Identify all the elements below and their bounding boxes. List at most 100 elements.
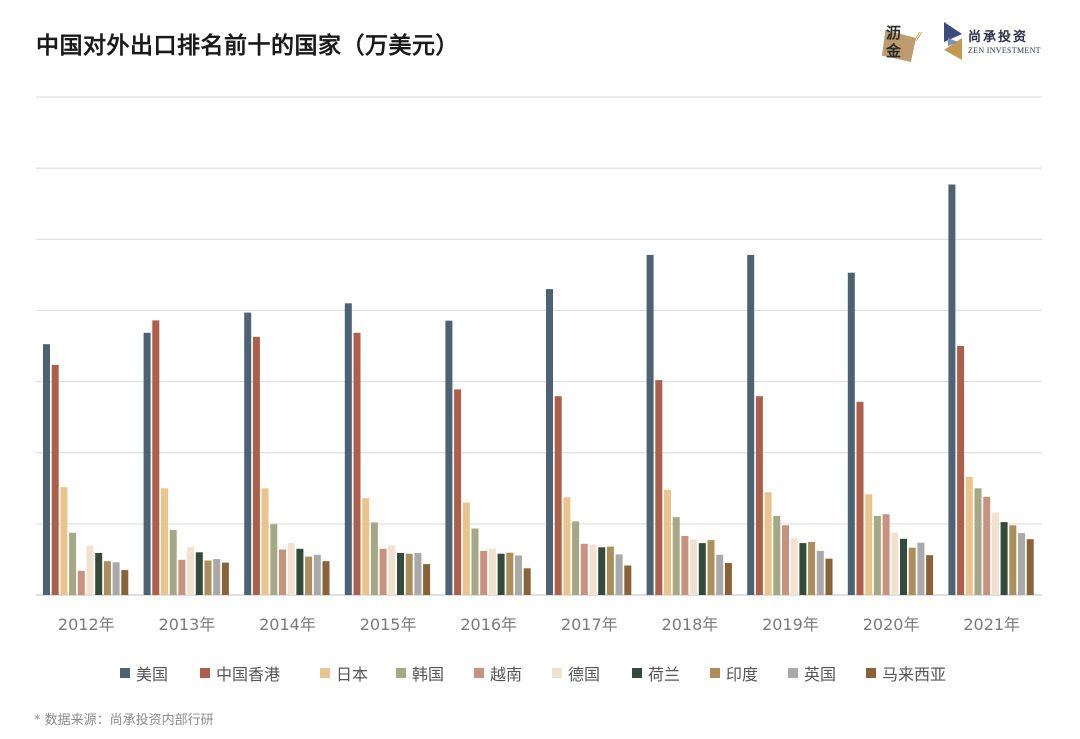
legend-swatch [866,668,876,678]
bar-2021年-韩国 [974,488,982,595]
lijin-logo-rays: ⁄⁄ [916,30,921,44]
legend-item: 越南 [474,662,522,684]
bar-2018年-马来西亚 [724,563,732,595]
bar-2014年-德国 [287,543,295,595]
bar-2013年-韩国 [169,529,177,595]
bar-2020年-德国 [891,532,899,595]
bar-2019年-荷兰 [799,543,807,595]
bar-2015年-英国 [414,553,422,595]
bar-2013年-印度 [204,560,212,595]
legend-item: 马来西亚 [866,662,946,684]
bar-2019年-韩国 [773,516,781,595]
bar-2015年-日本 [362,498,370,595]
legend-label: 英国 [804,665,837,684]
bar-2012年-韩国 [69,532,77,596]
bar-2012年-印度 [103,561,111,595]
bar-2020年-日本 [865,494,873,595]
bar-2017年-韩国 [572,521,580,595]
bar-2013年-中国香港 [152,320,160,595]
bar-2017年-荷兰 [598,547,606,595]
bar-2016年-德国 [488,548,496,595]
bar-2013年-日本 [161,488,168,595]
bar-2021年-美国 [948,184,956,595]
bar-2017年-印度 [606,546,614,595]
legend-label: 日本 [336,665,369,684]
legend-swatch [320,668,330,678]
bar-2015年-越南 [379,548,387,595]
bar-2019年-德国 [790,538,798,595]
legend-label: 荷兰 [648,665,681,684]
x-tick-label: 2015年 [360,615,417,634]
bar-2016年-越南 [480,550,488,595]
bar-2021年-德国 [991,512,999,595]
bar-2014年-越南 [279,549,286,595]
x-tick-label: 2013年 [159,615,216,634]
bar-2017年-美国 [546,289,553,595]
legend-item: 印度 [710,662,758,684]
legend-label: 韩国 [412,665,445,684]
bar-2021年-印度 [1009,525,1017,595]
bar-2018年-中国香港 [655,380,663,595]
legend-item: 韩国 [396,662,444,684]
bar-2012年-日本 [60,487,68,595]
bar-2014年-日本 [261,488,269,595]
bar-2015年-荷兰 [397,553,404,595]
legend-swatch [552,668,562,678]
bar-2012年-中国香港 [51,364,59,595]
legend-swatch [120,668,130,678]
x-tick-label: 2018年 [662,615,719,634]
bar-2017年-日本 [563,497,571,595]
bar-2015年-印度 [405,553,413,595]
x-tick-label: 2019年 [762,615,819,634]
bar-2021年-日本 [965,476,973,595]
x-tick-labels: 2012年 2013年 2014年 2015年 2016年 2017年 2018年 2019年… [58,615,1020,634]
bar-2018年-美国 [646,254,654,595]
bar-2012年-德国 [86,545,94,595]
bar-2012年-荷兰 [95,553,103,595]
lijin-logo: 沥 金 ⁄⁄ [876,18,932,68]
bar-chart: 2012年 2013年 2014年 2015年 2016年 2017年 2018年 2019年… [36,96,1042,634]
lijin-logo-text-2: 金 [886,42,902,60]
bar-2013年-德国 [187,547,195,595]
gridlines [36,96,1042,596]
bar-2018年-韩国 [672,517,680,595]
bar-2013年-马来西亚 [221,562,229,595]
bar-2013年-英国 [213,559,221,595]
bar-2020年-英国 [917,542,925,595]
bar-2012年-马来西亚 [121,570,129,595]
legend-item: 荷兰 [632,662,680,684]
bar-2019年-马来西亚 [825,558,833,595]
legend-label: 印度 [726,665,759,684]
zen-logo-cn: 尚承投资 [968,30,1029,45]
bar-2012年-英国 [112,562,120,595]
bar-2015年-美国 [344,303,352,595]
bar-2014年-英国 [313,554,321,595]
bar-2018年-越南 [681,536,689,595]
bar-2013年-越南 [178,559,186,595]
bar-2015年-德国 [388,545,396,595]
bar-2014年-韩国 [270,524,278,595]
bar-2015年-马来西亚 [423,564,431,595]
zen-logo-en: ZEN INVESTMENT [968,46,1041,55]
zen-emblem-icon [944,22,962,60]
x-tick-label: 2017年 [561,615,618,634]
bar-2021年-中国香港 [957,346,965,595]
bar-2020年-马来西亚 [926,555,934,595]
bar-2020年-美国 [847,272,855,595]
bar-2020年-越南 [882,514,890,595]
x-tick-label: 2021年 [963,615,1020,634]
bar-2013年-荷兰 [195,552,203,595]
bar-2016年-印度 [506,552,514,595]
legend-label: 马来西亚 [882,665,947,684]
legend-label: 越南 [490,665,523,684]
bar-2016年-英国 [515,555,522,595]
bar-2017年-中国香港 [554,396,562,595]
bar-2017年-英国 [615,554,623,595]
bar-2020年-中国香港 [856,401,864,595]
bar-2019年-英国 [816,550,824,595]
legend-label: 德国 [568,665,601,684]
legend-swatch [710,668,720,678]
legend-label: 中国香港 [216,665,281,684]
chart-legend: 美国 中国香港 日本 韩国 越南 德国 荷兰 印度 英国 马来西亚 [0,662,1080,686]
bar-2016年-荷兰 [497,553,505,595]
